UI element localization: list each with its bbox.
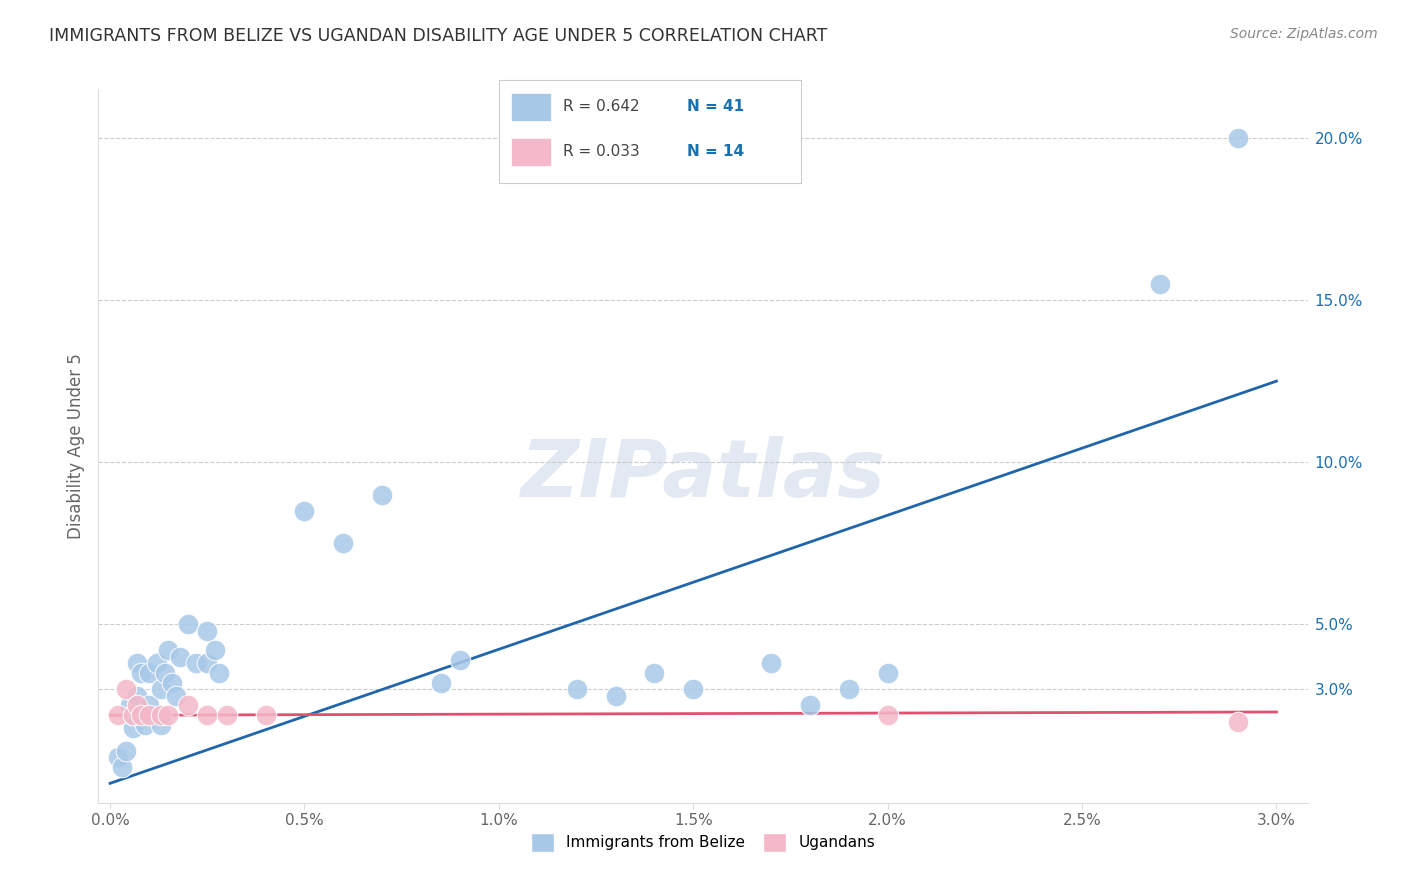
Point [449, 653, 471, 667]
Point [876, 666, 898, 681]
Point [165, 689, 187, 703]
Point [643, 666, 665, 681]
Text: R = 0.033: R = 0.033 [562, 145, 640, 159]
Point [149, 682, 172, 697]
Point [129, 708, 152, 723]
Point [153, 666, 176, 681]
Text: IMMIGRANTS FROM BELIZE VS UGANDAN DISABILITY AGE UNDER 5 CORRELATION CHART: IMMIGRANTS FROM BELIZE VS UGANDAN DISABI… [49, 27, 828, 45]
FancyBboxPatch shape [512, 137, 551, 167]
Point [138, 698, 160, 713]
Point [294, 504, 316, 518]
Point [107, 750, 129, 764]
Point [129, 666, 152, 681]
Point [1226, 131, 1249, 145]
Point [208, 666, 231, 681]
Point [122, 721, 145, 735]
Point [195, 624, 218, 638]
Point [122, 708, 145, 723]
Point [111, 760, 134, 774]
Point [195, 708, 218, 723]
Point [114, 744, 136, 758]
Point [1149, 277, 1171, 291]
Point [138, 708, 160, 723]
Point [565, 682, 588, 697]
Legend: Immigrants from Belize, Ugandans: Immigrants from Belize, Ugandans [523, 825, 883, 859]
Point [799, 698, 821, 713]
Point [429, 675, 451, 690]
Point [759, 657, 782, 671]
Point [876, 708, 898, 723]
Point [145, 657, 167, 671]
Point [838, 682, 860, 697]
Point [177, 698, 200, 713]
Point [149, 718, 172, 732]
Point [157, 708, 180, 723]
Point [254, 708, 277, 723]
Text: N = 14: N = 14 [686, 145, 744, 159]
Text: ZIPatlas: ZIPatlas [520, 435, 886, 514]
Point [177, 617, 200, 632]
Point [195, 657, 218, 671]
Y-axis label: Disability Age Under 5: Disability Age Under 5 [66, 353, 84, 539]
Point [204, 643, 226, 657]
Point [157, 643, 180, 657]
Point [332, 536, 354, 550]
Point [371, 488, 394, 502]
Point [184, 657, 207, 671]
Text: N = 41: N = 41 [686, 99, 744, 114]
Point [682, 682, 704, 697]
Point [605, 689, 627, 703]
Point [215, 708, 238, 723]
Point [122, 708, 145, 723]
Point [149, 708, 172, 723]
Point [162, 675, 184, 690]
Point [127, 698, 149, 713]
Point [127, 657, 149, 671]
Point [138, 666, 160, 681]
Point [107, 708, 129, 723]
Point [127, 689, 149, 703]
Point [114, 682, 136, 697]
Point [169, 649, 191, 664]
Point [134, 718, 156, 732]
Text: R = 0.642: R = 0.642 [562, 99, 640, 114]
Point [1226, 714, 1249, 729]
FancyBboxPatch shape [512, 93, 551, 121]
Point [118, 698, 141, 713]
Text: Source: ZipAtlas.com: Source: ZipAtlas.com [1230, 27, 1378, 41]
